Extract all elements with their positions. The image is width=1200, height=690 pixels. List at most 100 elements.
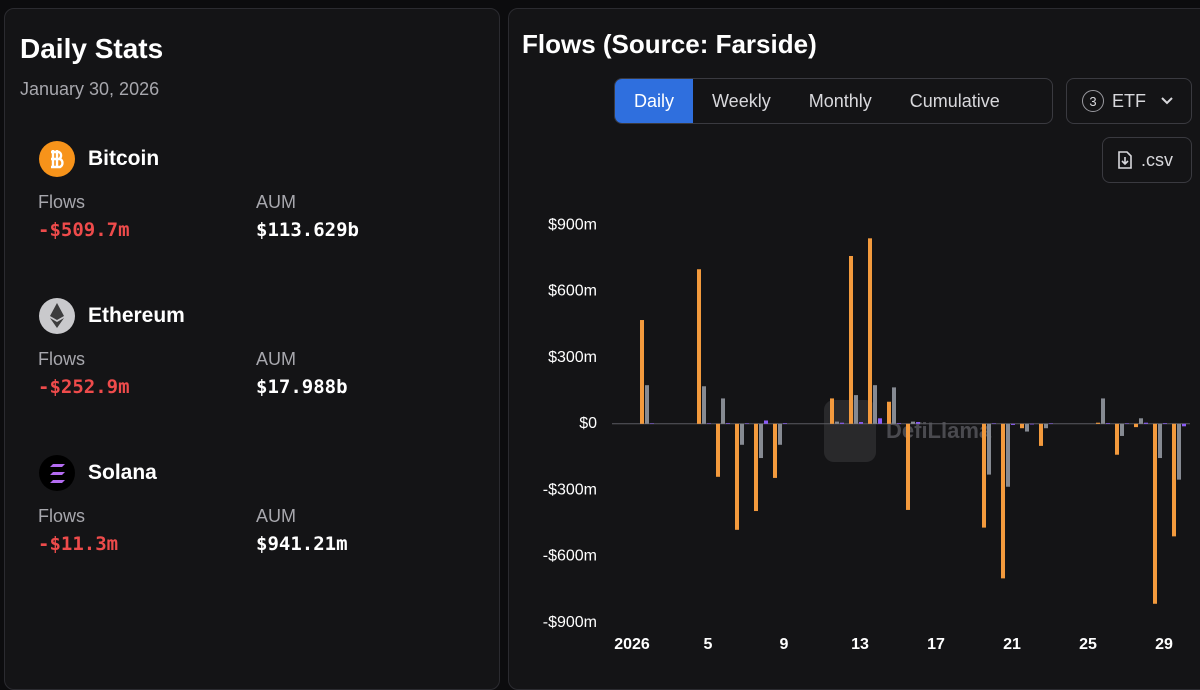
bar — [916, 422, 920, 424]
bar — [740, 423, 744, 445]
page: Daily Stats January 30, 2026 Flows (Sour… — [4, 8, 1200, 690]
bar — [1006, 423, 1010, 487]
bar — [1030, 423, 1034, 425]
y-tick-label: $300m — [548, 349, 597, 366]
aum-value: $941.21m — [256, 533, 348, 555]
x-tick-label: 25 — [1079, 636, 1097, 653]
bar — [645, 385, 649, 424]
bar — [759, 423, 763, 459]
x-tick-label: 17 — [927, 636, 945, 653]
y-tick-label: -$900m — [543, 614, 597, 631]
etf-label: ETF — [1112, 90, 1146, 111]
stats-date: January 30, 2026 — [20, 79, 160, 99]
csv-label: .csv — [1141, 149, 1174, 170]
bar — [640, 320, 644, 424]
bar — [859, 422, 863, 424]
tab[interactable]: Daily — [615, 79, 694, 123]
bar — [1177, 423, 1181, 480]
bar — [1158, 423, 1162, 459]
bar — [726, 423, 730, 424]
etf-count: 3 — [1082, 90, 1104, 112]
bar — [702, 386, 706, 424]
bar — [878, 418, 882, 424]
bar — [1182, 423, 1186, 427]
bitcoin-glyph — [51, 150, 64, 169]
bar — [868, 238, 872, 424]
asset-name: Ethereum — [88, 304, 185, 327]
aum-value: $113.629b — [256, 219, 359, 241]
bar — [697, 269, 701, 424]
y-tick-label: -$300m — [543, 481, 597, 498]
tab-group: Daily Weekly Monthly Cumulative — [614, 78, 1053, 124]
aum-label: AUM — [256, 349, 296, 369]
bar — [1115, 423, 1119, 455]
bar — [892, 387, 896, 424]
x-tick-label: 5 — [704, 636, 713, 653]
bar — [1134, 423, 1138, 428]
bar — [897, 423, 901, 424]
csv-button[interactable]: .csv — [1102, 137, 1192, 183]
stats-panel: Daily Stats January 30, 2026 — [4, 8, 500, 690]
bar — [987, 423, 991, 475]
bar — [854, 395, 858, 424]
download-icon — [1118, 151, 1132, 169]
chevron — [1161, 97, 1173, 105]
bar — [840, 422, 844, 424]
flows-label: Flows — [38, 192, 86, 212]
bar — [830, 398, 834, 424]
bar — [849, 255, 853, 424]
x-tick-label: 9 — [780, 636, 789, 653]
x-tick-label: 29 — [1155, 636, 1173, 653]
flows-label: Flows — [38, 349, 86, 369]
bar — [754, 423, 758, 512]
watermark: DefiLlama — [886, 418, 992, 443]
aum-label: AUM — [256, 192, 296, 212]
bar — [1049, 423, 1053, 424]
tab[interactable]: Cumulative — [909, 90, 1000, 111]
bar — [707, 423, 711, 424]
y-tick-label: $900m — [548, 216, 597, 233]
aum-value: $17.988b — [256, 376, 348, 398]
y-tick-label: -$600m — [543, 548, 597, 565]
bar — [873, 385, 877, 424]
bar — [887, 401, 891, 424]
bar — [764, 420, 768, 424]
bar — [721, 398, 725, 424]
y-tick-label: $600m — [548, 283, 597, 300]
bar — [735, 423, 739, 530]
bar — [1096, 422, 1100, 424]
bar — [1139, 418, 1143, 424]
bar — [745, 423, 749, 424]
chart-title: Flows (Source: Farside) — [522, 29, 817, 59]
bar — [650, 423, 654, 424]
ethereum-glyph — [50, 303, 64, 328]
bar — [982, 423, 986, 528]
bar — [1025, 423, 1029, 432]
tab[interactable]: Monthly — [808, 90, 872, 111]
watermark-logo — [824, 400, 876, 462]
bar — [1011, 423, 1015, 425]
bar — [778, 423, 782, 445]
bar — [911, 421, 915, 424]
bar — [1106, 423, 1110, 424]
flows-value: -$509.7m — [38, 219, 130, 241]
bar — [1163, 423, 1167, 424]
x-tick-label: 2026 — [614, 636, 650, 653]
bar — [783, 423, 787, 424]
bar — [1101, 398, 1105, 424]
flows-value: -$11.3m — [38, 533, 119, 555]
asset-name: Bitcoin — [88, 147, 160, 170]
x-tick-label: 21 — [1003, 636, 1021, 653]
bar — [1039, 423, 1043, 446]
chart: DefiLlama -$900m -$600m -$300m $0 $300m $600m… — [543, 216, 1190, 653]
bar — [1144, 422, 1148, 424]
etf-button[interactable]: 3 ETF — [1066, 78, 1192, 124]
stats-title: Daily Stats — [20, 33, 164, 64]
bar — [1020, 423, 1024, 429]
solana-glyph — [50, 464, 65, 483]
tab[interactable]: Weekly — [712, 90, 771, 111]
bar — [1044, 423, 1048, 429]
aum-label: AUM — [256, 506, 296, 526]
bar — [773, 423, 777, 478]
x-tick-label: 13 — [851, 636, 869, 653]
